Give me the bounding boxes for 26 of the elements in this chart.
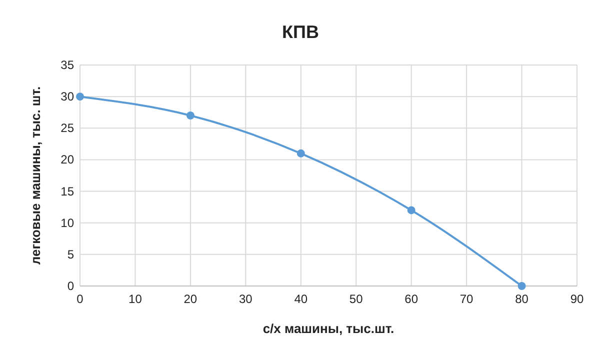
chart-title: КПВ [282,22,319,42]
x-tick-label: 80 [515,292,529,306]
y-tick-label: 35 [60,58,74,72]
point [407,206,416,214]
x-tick-label: 0 [76,292,84,306]
y-tick-label: 10 [60,216,74,230]
x-tick-label: 90 [570,292,584,306]
x-tick-label: 40 [294,292,308,306]
point [296,149,305,158]
y-axis-title: легковые машины, тыс. шт. [28,86,43,265]
x-tick-label: 20 [184,292,198,306]
x-axis-title: с/х машины, тыс.шт. [262,321,394,336]
x-tick-label: 50 [349,292,364,306]
y-tick-label: 30 [60,90,74,104]
point [186,112,194,120]
point [76,92,84,101]
y-tick-label: 5 [67,247,74,262]
y-tick-label: 20 [60,152,74,167]
y-tick-label: 0 [67,279,74,293]
x-tick-label: 30 [238,292,253,306]
y-tick-label: 25 [60,121,74,136]
x-tick-label: 10 [128,292,142,306]
point [518,282,526,290]
x-tick-label: 70 [460,292,474,306]
x-tick-label: 60 [404,292,418,306]
y-tick-label: 15 [60,184,74,198]
